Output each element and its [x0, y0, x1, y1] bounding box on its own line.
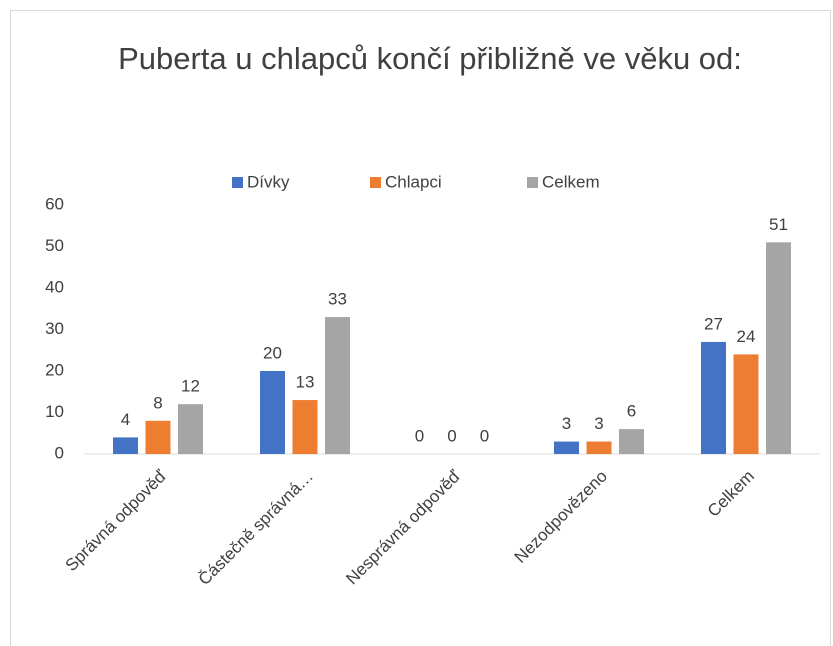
y-tick-label: 10	[45, 402, 64, 421]
bar	[145, 420, 171, 454]
data-label: 13	[296, 373, 315, 392]
data-label: 20	[263, 343, 282, 362]
bar	[292, 400, 318, 454]
y-tick-label: 20	[45, 360, 64, 379]
y-tick-label: 60	[45, 194, 64, 213]
bar	[733, 354, 759, 454]
legend-label: Chlapci	[385, 172, 442, 191]
data-label: 27	[704, 314, 723, 333]
bar	[766, 242, 791, 454]
bar	[178, 404, 203, 454]
legend-label: Dívky	[247, 172, 290, 191]
data-label: 3	[562, 414, 571, 433]
data-label: 0	[447, 426, 456, 445]
data-label: 3	[594, 414, 603, 433]
bar	[260, 371, 285, 454]
y-tick-label: 0	[55, 443, 64, 462]
bar	[619, 429, 644, 454]
data-label: 12	[181, 377, 200, 396]
data-label: 6	[627, 402, 636, 421]
data-label: 4	[121, 410, 130, 429]
y-tick-label: 40	[45, 277, 64, 296]
data-label: 33	[328, 290, 347, 309]
x-tick-label: Celkem	[704, 467, 758, 521]
data-label: 51	[769, 215, 788, 234]
data-label: 0	[480, 426, 489, 445]
legend-swatch	[527, 177, 538, 188]
bar	[586, 441, 612, 454]
bar	[325, 317, 350, 454]
bar	[113, 437, 138, 454]
legend-label: Celkem	[542, 172, 600, 191]
bar	[701, 341, 726, 454]
chart-border	[10, 10, 831, 646]
bar	[554, 441, 579, 454]
legend-swatch	[370, 177, 381, 188]
data-label: 0	[415, 426, 424, 445]
x-tick-label: Nesprávná odpověď	[342, 466, 464, 588]
x-tick-label: Správná odpověď	[62, 466, 171, 575]
chart-title: Puberta u chlapců končí přibližně ve věk…	[118, 41, 742, 76]
data-label: 8	[153, 393, 162, 412]
data-label: 24	[737, 327, 756, 346]
legend-swatch	[232, 177, 243, 188]
x-tick-label: Nezodpovězeno	[511, 467, 611, 567]
y-tick-label: 30	[45, 319, 64, 338]
x-tick-label: Částečně správná…	[195, 467, 317, 589]
y-tick-label: 50	[45, 236, 64, 255]
